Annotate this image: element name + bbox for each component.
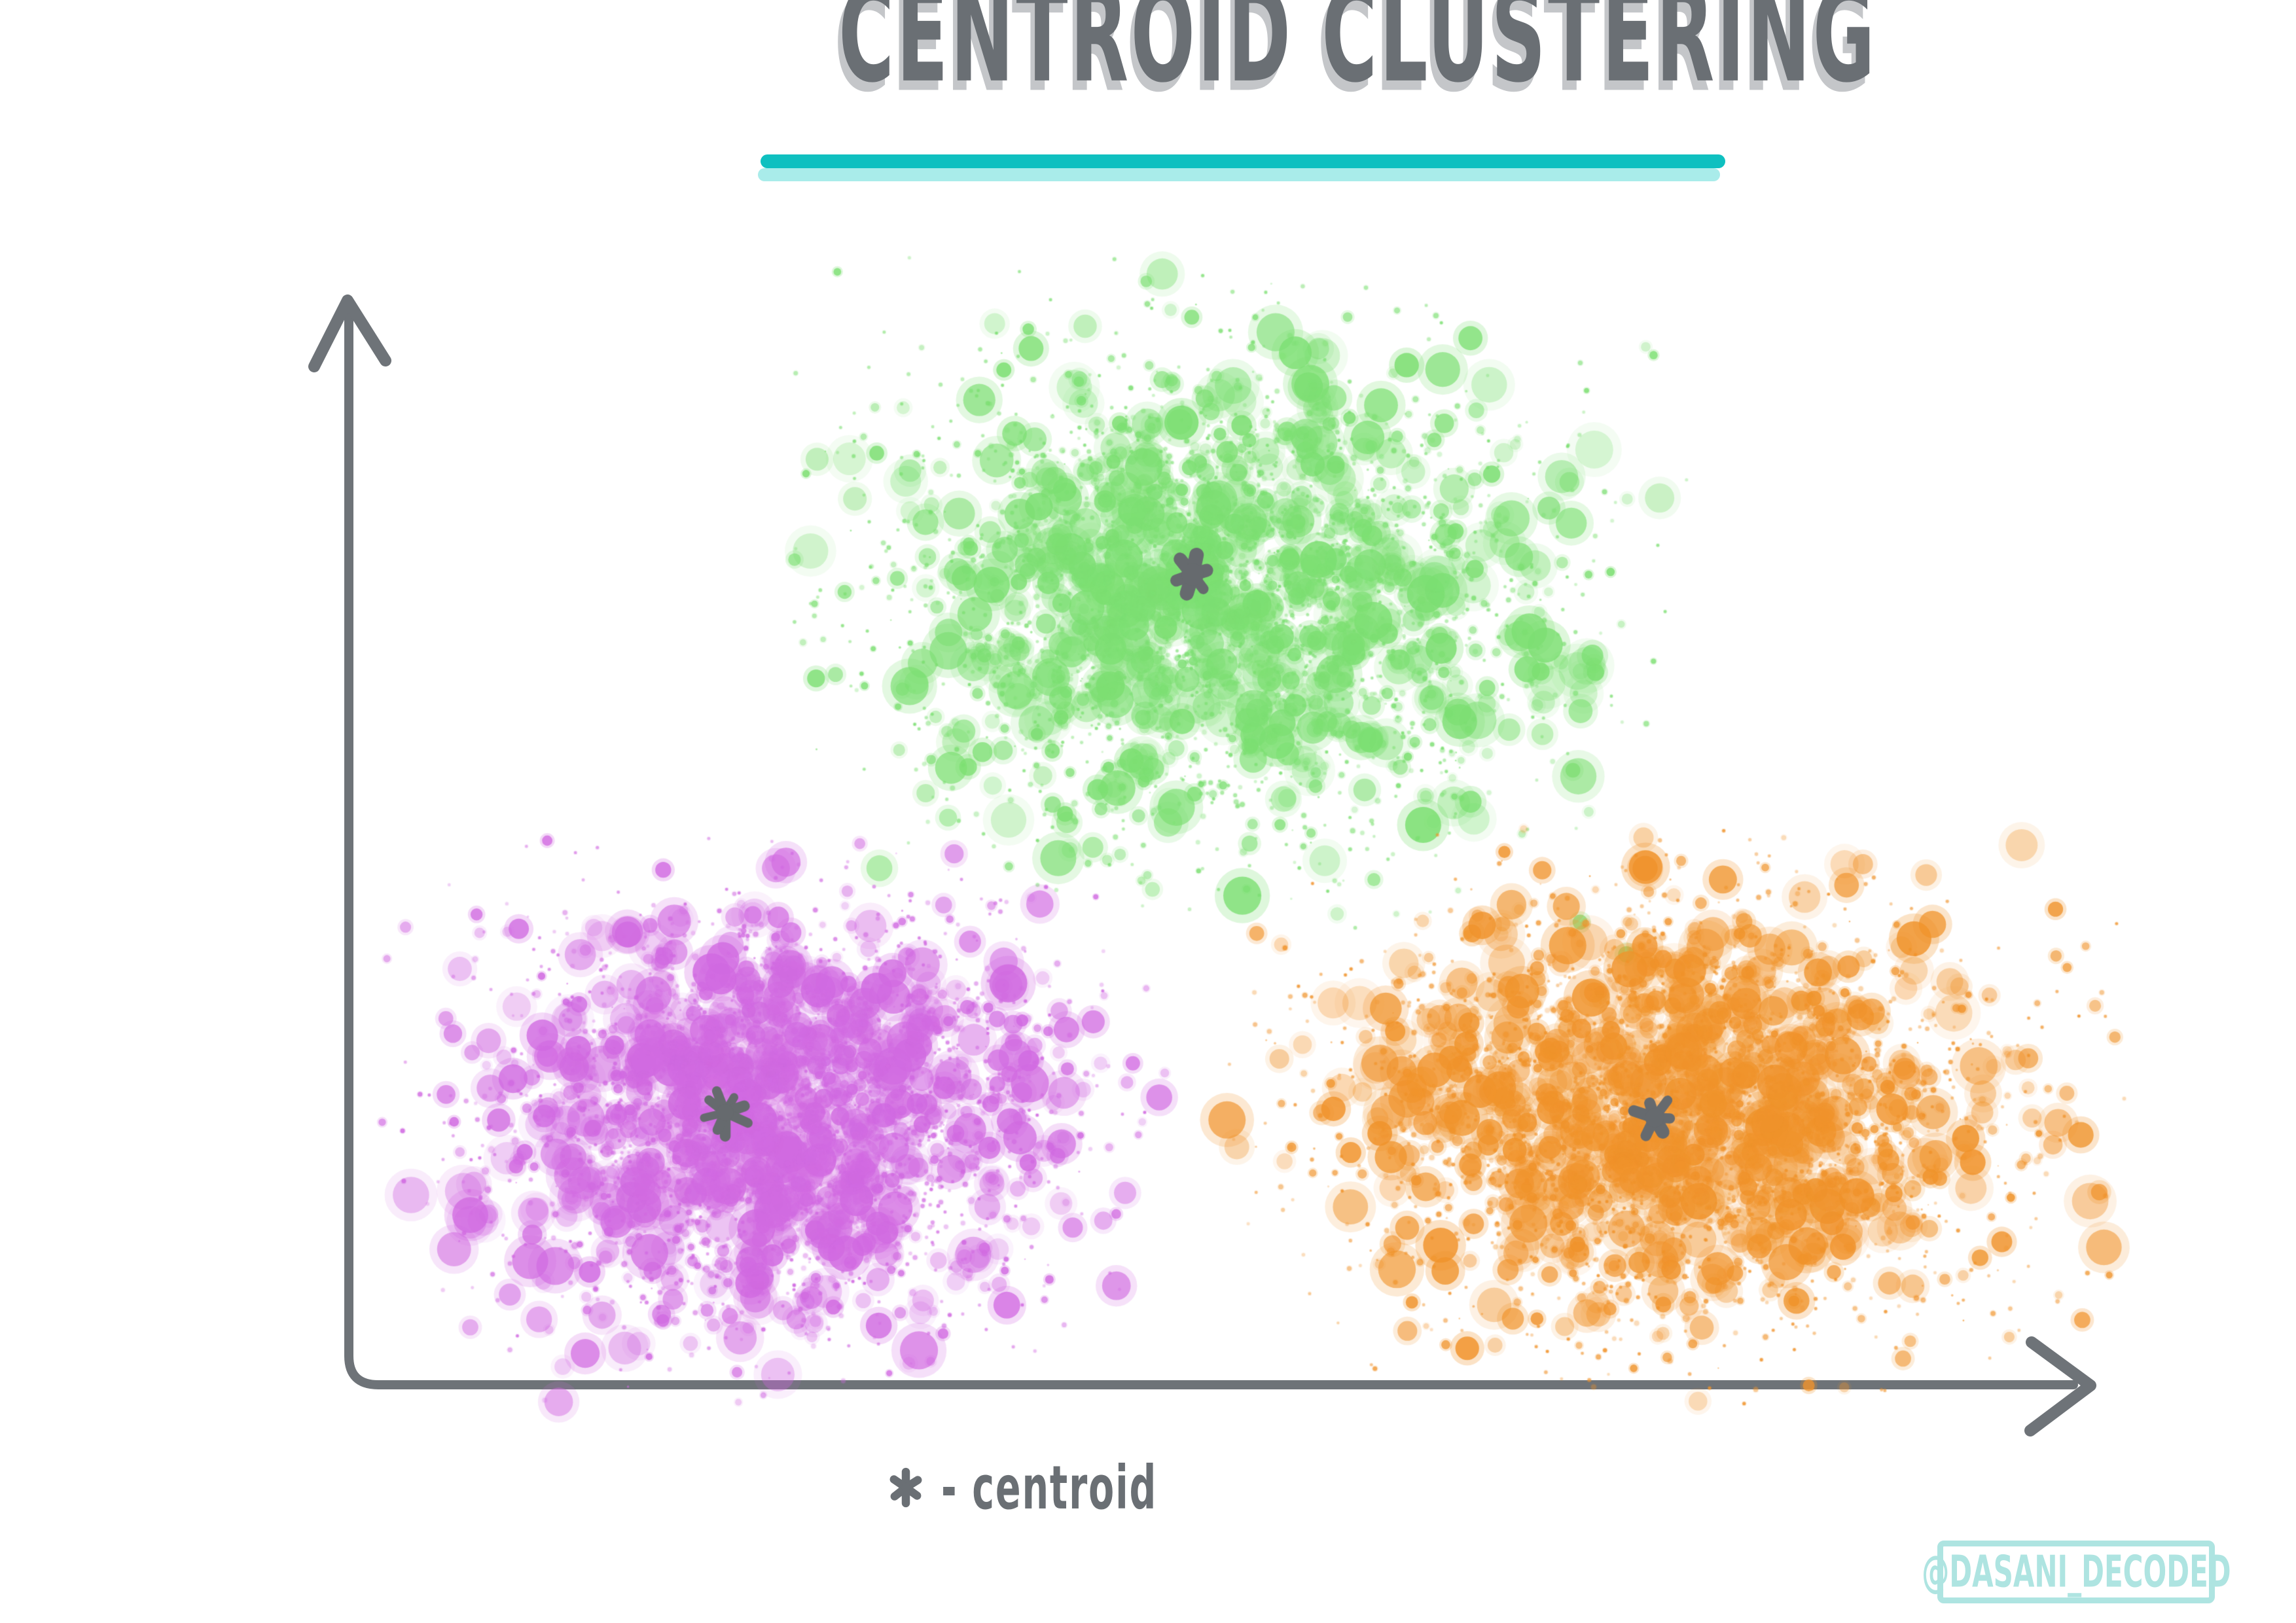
centroid-asterisk-icon [889,1467,922,1508]
legend-label: - centroid [941,1452,1158,1523]
page-title: CENTROID CLUSTERING [838,0,1878,112]
watermark-text: @DASANI_DECODED [1921,1546,2231,1598]
title-underline-shadow [758,168,1720,181]
title-block: CENTROID CLUSTERING [740,0,1875,164]
legend: - centroid [889,1452,1290,1524]
title-underline [761,154,1725,168]
watermark-badge: @DASANI_DECODED [1922,1541,2231,1603]
